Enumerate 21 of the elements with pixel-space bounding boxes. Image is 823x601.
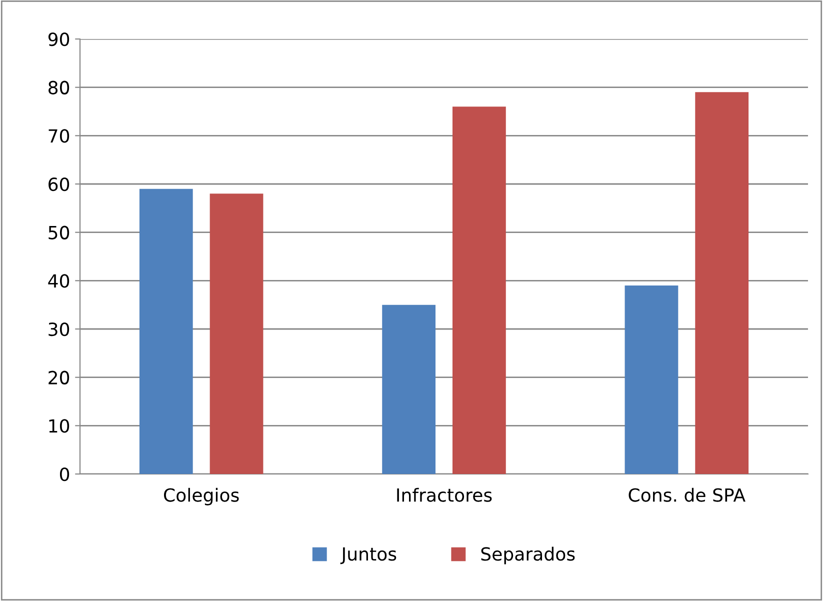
y-tick-label: 40	[48, 274, 70, 288]
y-tick-label: 20	[48, 370, 70, 384]
bar	[139, 188, 193, 474]
bar	[452, 106, 506, 474]
y-tick-label: 50	[48, 226, 70, 240]
bar	[382, 304, 436, 474]
y-tick-label: 30	[48, 322, 70, 336]
bar	[695, 92, 749, 474]
x-tick-label: Infractores	[397, 488, 492, 502]
legend-label: Separados	[481, 546, 575, 564]
y-tick-label: 80	[48, 80, 70, 94]
bar	[210, 194, 264, 474]
y-tick-label: 90	[48, 32, 70, 46]
y-tick-label: 70	[48, 129, 70, 143]
bar	[624, 286, 678, 474]
legend-label: Juntos	[340, 547, 396, 564]
y-tick-label: 0	[60, 467, 70, 482]
y-tick-label: 10	[49, 419, 70, 433]
y-tick-label: 60	[48, 177, 70, 192]
x-tick-label: Colegios	[164, 488, 239, 506]
x-tick-label: Cons. de SPA	[628, 488, 746, 502]
